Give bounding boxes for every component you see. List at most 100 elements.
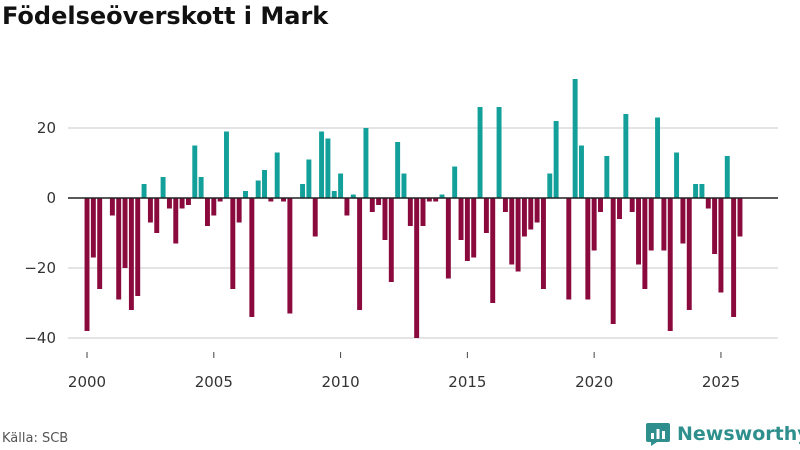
bar-negative [236, 198, 242, 223]
bar-negative [515, 198, 521, 272]
x-tick-label: 2000 [68, 373, 106, 391]
bar-negative [591, 198, 597, 251]
bar-negative [433, 198, 439, 202]
bar-negative [661, 198, 667, 251]
bar-negative [414, 198, 420, 338]
bar-positive [439, 194, 445, 198]
bar-negative [287, 198, 293, 314]
bar-negative [566, 198, 572, 300]
bar-negative [731, 198, 737, 317]
bar-negative [445, 198, 451, 279]
bar-positive [604, 156, 610, 198]
bar-positive [319, 131, 325, 198]
bar-negative [179, 198, 185, 209]
bar-negative [585, 198, 591, 300]
bar-positive [331, 191, 337, 198]
bar-negative [464, 198, 470, 261]
bar-negative [686, 198, 692, 310]
bar-negative [521, 198, 527, 237]
bar-negative [737, 198, 743, 237]
bar-negative [420, 198, 426, 226]
birth-surplus-chart: −40 −20 0 20 2000 2005 2010 2015 2020 2025 [24, 79, 778, 391]
bar-positive [724, 156, 730, 198]
newsworthy-icon [646, 423, 670, 446]
bar-positive [655, 117, 661, 198]
bar-negative [483, 198, 489, 233]
bar-positive [274, 152, 280, 198]
bar-negative [217, 198, 223, 202]
y-tick-label: 0 [46, 189, 56, 207]
bar-positive [198, 177, 204, 198]
bar-negative [211, 198, 217, 216]
bar-negative [122, 198, 128, 268]
bar-negative [540, 198, 546, 289]
bar-negative [230, 198, 236, 289]
bar-positive [300, 184, 306, 198]
x-tick-label: 2010 [321, 373, 359, 391]
bar-negative [636, 198, 641, 265]
bar-negative [166, 198, 172, 209]
bar-negative [648, 198, 654, 251]
bar-positive [160, 177, 166, 198]
bar-negative [528, 198, 534, 230]
bar-negative [680, 198, 686, 244]
chart-title: Födelseöverskott i Mark [2, 2, 329, 30]
bar-negative [128, 198, 134, 310]
bar-positive [553, 121, 559, 198]
bar-positive [579, 145, 584, 198]
brand-name: Newsworthy [677, 423, 800, 445]
bar-positive [255, 180, 261, 198]
bar-positive [395, 142, 401, 198]
source-note: Källa: SCB [2, 431, 69, 446]
y-tick-label: 20 [37, 119, 56, 137]
x-tick-label: 2020 [575, 373, 613, 391]
bar-positive [350, 194, 356, 198]
bar-negative [135, 198, 141, 296]
bar-positive [401, 173, 407, 198]
bar-negative [147, 198, 153, 223]
bar-negative [281, 198, 286, 202]
bar-positive [477, 107, 483, 198]
bar-negative [84, 198, 90, 331]
bar-negative [90, 198, 96, 258]
bar-negative [97, 198, 103, 289]
bar-positive [623, 114, 629, 198]
bar-positive [306, 159, 312, 198]
bar-negative [344, 198, 350, 216]
bar-positive [224, 131, 229, 198]
bar-negative [109, 198, 115, 216]
bar-positive [243, 191, 248, 198]
bar-negative [376, 198, 382, 205]
bar-negative [534, 198, 540, 223]
bar-negative [617, 198, 622, 219]
bar-negative [388, 198, 394, 282]
bar-negative [407, 198, 413, 226]
bars [84, 79, 743, 338]
bar-negative [154, 198, 160, 233]
bar-positive [141, 184, 147, 198]
bar-negative [667, 198, 673, 331]
x-tick-label: 2025 [702, 373, 740, 391]
bar-negative [357, 198, 363, 310]
bar-negative [249, 198, 255, 317]
x-tick-label: 2005 [195, 373, 233, 391]
bar-negative [173, 198, 179, 244]
bar-positive [262, 170, 267, 198]
bar-negative [185, 198, 191, 205]
bar-positive [452, 166, 458, 198]
bar-negative [471, 198, 477, 258]
bar-negative [629, 198, 635, 212]
axes: −40 −20 0 20 2000 2005 2010 2015 2020 2025 [24, 119, 778, 391]
bar-negative [705, 198, 711, 209]
bar-positive [674, 152, 680, 198]
y-tick-label: −40 [24, 329, 56, 347]
bar-negative [312, 198, 318, 237]
bar-negative [502, 198, 508, 212]
bar-negative [642, 198, 648, 289]
newsworthy-logo[interactable]: Newsworthy [645, 420, 800, 448]
bar-positive [338, 173, 344, 198]
bar-negative [598, 198, 603, 212]
bar-negative [458, 198, 464, 240]
bar-positive [699, 184, 705, 198]
bar-negative [116, 198, 122, 300]
